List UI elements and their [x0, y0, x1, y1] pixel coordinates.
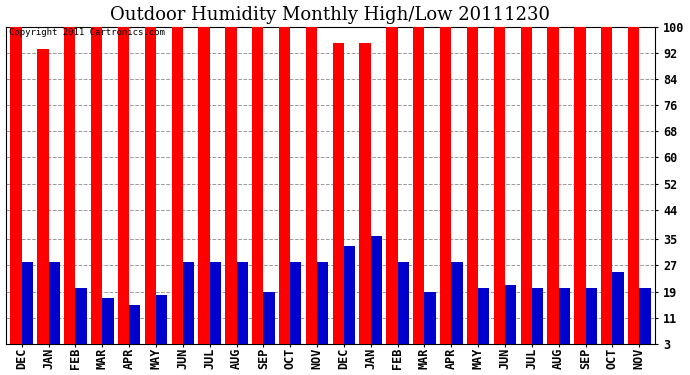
Bar — [386, 27, 397, 354]
Bar — [172, 27, 183, 354]
Bar — [37, 50, 48, 354]
Bar — [371, 236, 382, 354]
Bar — [21, 262, 33, 354]
Bar — [547, 27, 559, 354]
Bar — [505, 285, 516, 354]
Bar — [424, 291, 436, 354]
Bar — [306, 27, 317, 354]
Bar — [601, 27, 613, 354]
Bar — [237, 262, 248, 354]
Bar — [118, 27, 129, 354]
Bar — [640, 288, 651, 354]
Bar — [440, 27, 451, 354]
Bar — [102, 298, 114, 354]
Bar — [613, 272, 624, 354]
Bar — [48, 262, 60, 354]
Bar — [413, 27, 424, 354]
Bar — [10, 27, 21, 354]
Bar — [252, 27, 264, 354]
Bar — [145, 27, 156, 354]
Bar — [532, 288, 543, 354]
Bar — [75, 288, 87, 354]
Bar — [344, 246, 355, 354]
Bar — [264, 291, 275, 354]
Bar — [397, 262, 409, 354]
Bar — [210, 262, 221, 354]
Bar — [129, 304, 140, 354]
Bar — [198, 27, 210, 354]
Bar — [156, 295, 167, 354]
Bar — [91, 27, 102, 354]
Bar — [290, 262, 302, 354]
Bar — [559, 288, 570, 354]
Bar — [478, 288, 489, 354]
Bar — [467, 27, 478, 354]
Bar — [64, 27, 75, 354]
Bar — [359, 43, 371, 354]
Bar — [574, 27, 586, 354]
Bar — [279, 27, 290, 354]
Bar — [494, 27, 505, 354]
Bar — [333, 43, 344, 354]
Bar — [317, 262, 328, 354]
Title: Outdoor Humidity Monthly High/Low 20111230: Outdoor Humidity Monthly High/Low 201112… — [110, 6, 551, 24]
Bar — [183, 262, 194, 354]
Bar — [451, 262, 462, 354]
Bar — [225, 27, 237, 354]
Text: Copyright 2011 Cartronics.com: Copyright 2011 Cartronics.com — [9, 28, 165, 37]
Bar — [521, 27, 532, 354]
Bar — [628, 27, 640, 354]
Bar — [586, 288, 597, 354]
